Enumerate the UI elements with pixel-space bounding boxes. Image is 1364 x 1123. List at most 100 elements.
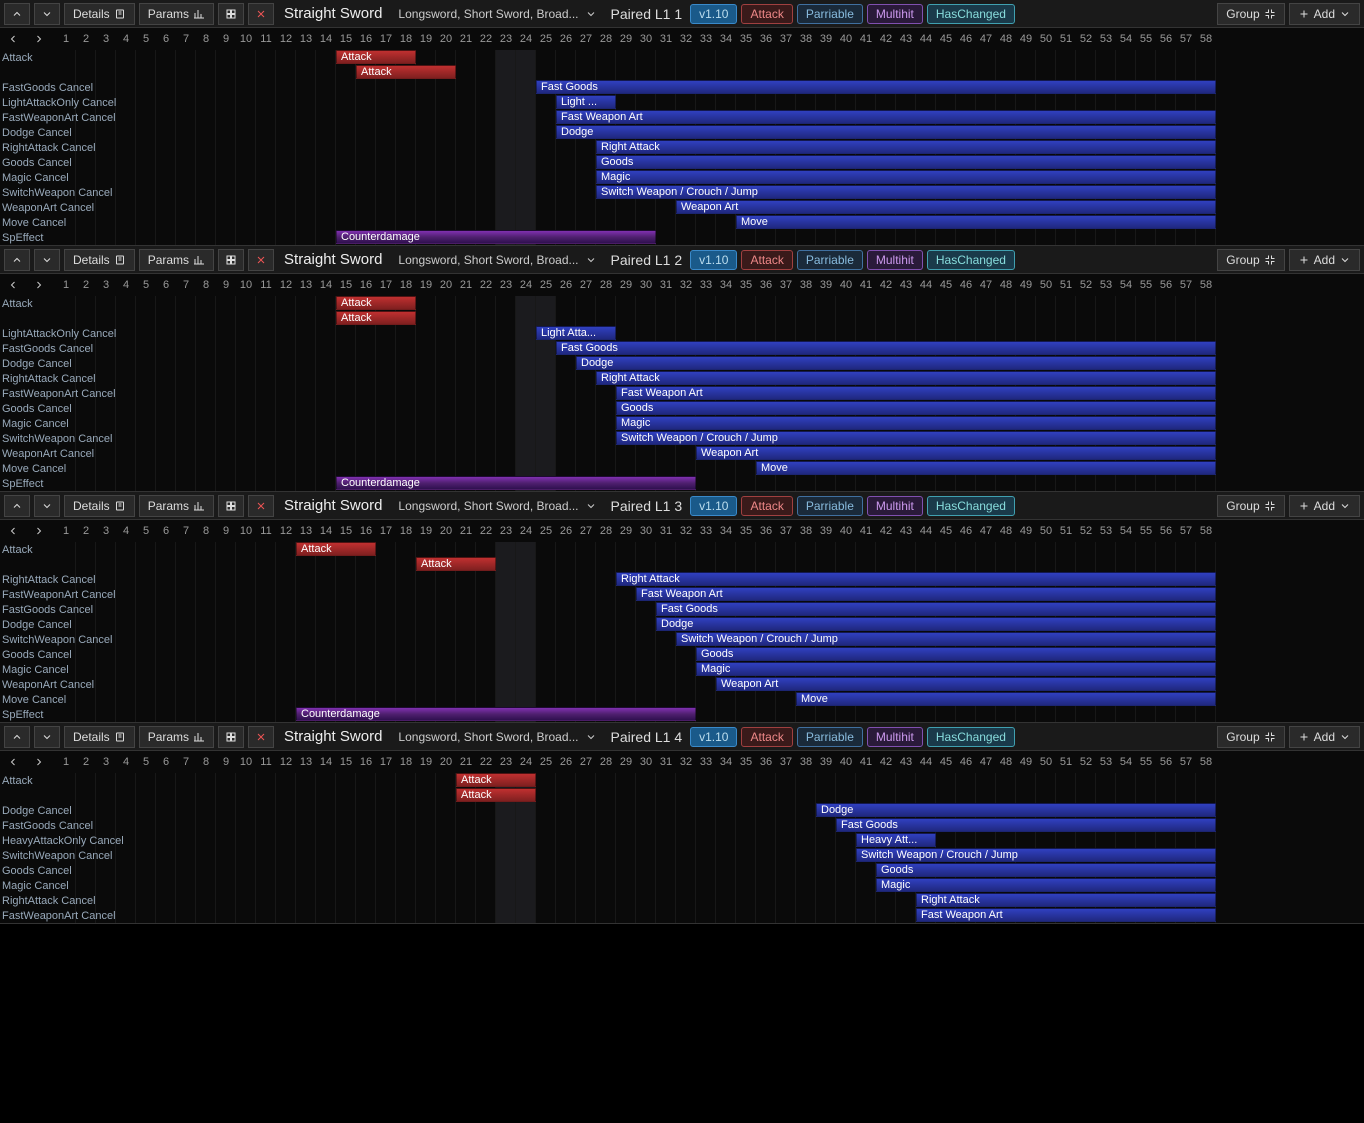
timeline-bar[interactable]: Move bbox=[736, 215, 1216, 229]
close-button[interactable] bbox=[248, 3, 274, 25]
timeline-bar[interactable]: Light ... bbox=[556, 95, 616, 109]
timeline-bar[interactable]: Fast Goods bbox=[536, 80, 1216, 94]
timeline-bar[interactable]: Attack bbox=[456, 788, 536, 802]
timeline-bar[interactable]: Switch Weapon / Crouch / Jump bbox=[856, 848, 1216, 862]
grid-button[interactable] bbox=[218, 726, 244, 748]
params-button[interactable]: Params bbox=[139, 3, 214, 25]
timeline-bar[interactable]: Right Attack bbox=[596, 140, 1216, 154]
collapse-up-button[interactable] bbox=[4, 726, 30, 748]
timeline-bar[interactable]: Move bbox=[796, 692, 1216, 706]
add-button[interactable]: Add bbox=[1289, 249, 1360, 271]
collapse-down-button[interactable] bbox=[34, 3, 60, 25]
params-button[interactable]: Params bbox=[139, 726, 214, 748]
nav-prev-button[interactable] bbox=[0, 274, 26, 296]
parriable-badge[interactable]: Parriable bbox=[797, 496, 863, 516]
timeline-bar[interactable]: Goods bbox=[616, 401, 1216, 415]
nav-next-button[interactable] bbox=[26, 274, 52, 296]
add-button[interactable]: Add bbox=[1289, 495, 1360, 517]
timeline-bar[interactable]: Dodge bbox=[576, 356, 1216, 370]
details-button[interactable]: Details bbox=[64, 249, 135, 271]
nav-prev-button[interactable] bbox=[0, 751, 26, 773]
timeline-bar[interactable]: Right Attack bbox=[916, 893, 1216, 907]
params-button[interactable]: Params bbox=[139, 495, 214, 517]
timeline-bar[interactable]: Magic bbox=[696, 662, 1216, 676]
collapse-down-button[interactable] bbox=[34, 249, 60, 271]
close-button[interactable] bbox=[248, 495, 274, 517]
timeline-bar[interactable]: Dodge bbox=[656, 617, 1216, 631]
timeline-bar[interactable]: Fast Weapon Art bbox=[556, 110, 1216, 124]
nav-prev-button[interactable] bbox=[0, 520, 26, 542]
close-button[interactable] bbox=[248, 726, 274, 748]
timeline-bar[interactable]: Fast Goods bbox=[556, 341, 1216, 355]
haschanged-badge[interactable]: HasChanged bbox=[927, 727, 1015, 747]
timeline-bar[interactable]: Dodge bbox=[816, 803, 1216, 817]
parriable-badge[interactable]: Parriable bbox=[797, 727, 863, 747]
timeline-bar[interactable]: Goods bbox=[876, 863, 1216, 877]
timeline-bar[interactable]: Goods bbox=[596, 155, 1216, 169]
timeline-bar[interactable]: Counterdamage bbox=[336, 230, 656, 244]
group-button[interactable]: Group bbox=[1217, 3, 1284, 25]
attack-badge[interactable]: Attack bbox=[741, 727, 792, 747]
timeline-bar[interactable]: Attack bbox=[456, 773, 536, 787]
timeline-bar[interactable]: Light Atta... bbox=[536, 326, 616, 340]
timeline-bar[interactable]: Attack bbox=[296, 542, 376, 556]
timeline-bar[interactable]: Weapon Art bbox=[716, 677, 1216, 691]
haschanged-badge[interactable]: HasChanged bbox=[927, 496, 1015, 516]
attack-badge[interactable]: Attack bbox=[741, 4, 792, 24]
multihit-badge[interactable]: Multihit bbox=[867, 496, 923, 516]
timeline-bar[interactable]: Attack bbox=[336, 50, 416, 64]
timeline-bar[interactable]: Dodge bbox=[556, 125, 1216, 139]
grid-button[interactable] bbox=[218, 495, 244, 517]
timeline-bar[interactable]: Weapon Art bbox=[696, 446, 1216, 460]
timeline-bar[interactable]: Fast Goods bbox=[656, 602, 1216, 616]
timeline-bar[interactable]: Counterdamage bbox=[296, 707, 696, 721]
timeline-bar[interactable]: Right Attack bbox=[596, 371, 1216, 385]
group-button[interactable]: Group bbox=[1217, 495, 1284, 517]
timeline-bar[interactable]: Right Attack bbox=[616, 572, 1216, 586]
timeline-bar[interactable]: Switch Weapon / Crouch / Jump bbox=[616, 431, 1216, 445]
timeline-bar[interactable]: Magic bbox=[596, 170, 1216, 184]
group-button[interactable]: Group bbox=[1217, 726, 1284, 748]
timeline-bar[interactable]: Switch Weapon / Crouch / Jump bbox=[596, 185, 1216, 199]
collapse-up-button[interactable] bbox=[4, 495, 30, 517]
timeline-bar[interactable]: Magic bbox=[876, 878, 1216, 892]
nav-next-button[interactable] bbox=[26, 520, 52, 542]
multihit-badge[interactable]: Multihit bbox=[867, 727, 923, 747]
timeline-bar[interactable]: Fast Weapon Art bbox=[916, 908, 1216, 922]
weapon-select[interactable]: Longsword, Short Sword, Broad... bbox=[392, 499, 602, 513]
close-button[interactable] bbox=[248, 249, 274, 271]
collapse-down-button[interactable] bbox=[34, 495, 60, 517]
grid-button[interactable] bbox=[218, 3, 244, 25]
attack-badge[interactable]: Attack bbox=[741, 250, 792, 270]
group-button[interactable]: Group bbox=[1217, 249, 1284, 271]
weapon-select[interactable]: Longsword, Short Sword, Broad... bbox=[392, 730, 602, 744]
timeline-bar[interactable]: Counterdamage bbox=[336, 476, 696, 490]
timeline-bar[interactable]: Heavy Att... bbox=[856, 833, 936, 847]
timeline-bar[interactable]: Attack bbox=[356, 65, 456, 79]
nav-next-button[interactable] bbox=[26, 751, 52, 773]
weapon-select[interactable]: Longsword, Short Sword, Broad... bbox=[392, 253, 602, 267]
haschanged-badge[interactable]: HasChanged bbox=[927, 4, 1015, 24]
params-button[interactable]: Params bbox=[139, 249, 214, 271]
weapon-select[interactable]: Longsword, Short Sword, Broad... bbox=[392, 7, 602, 21]
timeline-bar[interactable]: Attack bbox=[336, 296, 416, 310]
nav-next-button[interactable] bbox=[26, 28, 52, 50]
timeline-bar[interactable]: Goods bbox=[696, 647, 1216, 661]
multihit-badge[interactable]: Multihit bbox=[867, 4, 923, 24]
timeline-bar[interactable]: Fast Weapon Art bbox=[616, 386, 1216, 400]
parriable-badge[interactable]: Parriable bbox=[797, 250, 863, 270]
attack-badge[interactable]: Attack bbox=[741, 496, 792, 516]
timeline-bar[interactable]: Attack bbox=[416, 557, 496, 571]
nav-prev-button[interactable] bbox=[0, 28, 26, 50]
timeline-bar[interactable]: Magic bbox=[616, 416, 1216, 430]
timeline-bar[interactable]: Fast Weapon Art bbox=[636, 587, 1216, 601]
add-button[interactable]: Add bbox=[1289, 726, 1360, 748]
grid-button[interactable] bbox=[218, 249, 244, 271]
timeline-bar[interactable]: Move bbox=[756, 461, 1216, 475]
details-button[interactable]: Details bbox=[64, 495, 135, 517]
timeline-bar[interactable]: Weapon Art bbox=[676, 200, 1216, 214]
timeline-bar[interactable]: Switch Weapon / Crouch / Jump bbox=[676, 632, 1216, 646]
add-button[interactable]: Add bbox=[1289, 3, 1360, 25]
parriable-badge[interactable]: Parriable bbox=[797, 4, 863, 24]
details-button[interactable]: Details bbox=[64, 726, 135, 748]
